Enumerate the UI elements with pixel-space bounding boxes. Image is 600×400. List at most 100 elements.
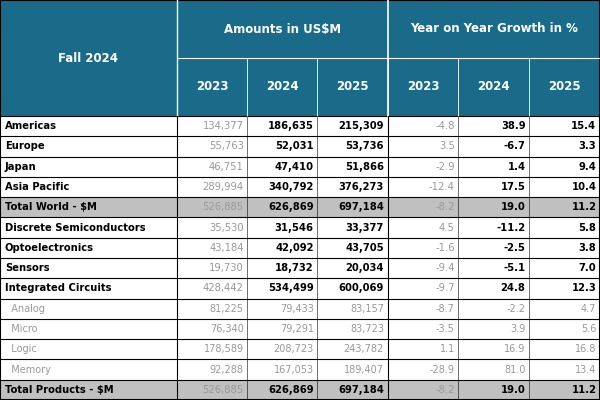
Text: 20,034: 20,034 — [346, 263, 384, 273]
Text: 10.4: 10.4 — [571, 182, 596, 192]
Text: Americas: Americas — [5, 121, 57, 131]
Text: Europe: Europe — [5, 142, 44, 152]
Text: Japan: Japan — [5, 162, 37, 172]
Text: 3.5: 3.5 — [439, 142, 455, 152]
Text: 19.0: 19.0 — [501, 202, 526, 212]
Text: Discrete Semiconductors: Discrete Semiconductors — [5, 222, 145, 232]
Bar — [0, 258, 600, 278]
Text: 4.7: 4.7 — [581, 304, 596, 314]
Text: 1.4: 1.4 — [508, 162, 526, 172]
Text: 51,866: 51,866 — [345, 162, 384, 172]
Text: 215,309: 215,309 — [338, 121, 384, 131]
Text: 18,732: 18,732 — [275, 263, 314, 273]
Text: 3.3: 3.3 — [579, 142, 596, 152]
Text: Memory: Memory — [5, 364, 50, 374]
Text: 9.4: 9.4 — [578, 162, 596, 172]
Text: 81.0: 81.0 — [504, 364, 526, 374]
Text: Sensors: Sensors — [5, 263, 49, 273]
Text: -4.8: -4.8 — [436, 121, 455, 131]
Text: Total Products - $M: Total Products - $M — [5, 385, 113, 395]
Bar — [0, 319, 600, 339]
Text: 2025: 2025 — [336, 80, 369, 94]
Text: 526,885: 526,885 — [202, 202, 244, 212]
Text: -5.1: -5.1 — [503, 263, 526, 273]
Text: 1.1: 1.1 — [440, 344, 455, 354]
Text: -2.9: -2.9 — [435, 162, 455, 172]
Bar — [0, 380, 600, 400]
Text: 3.8: 3.8 — [578, 243, 596, 253]
Text: Analog: Analog — [5, 304, 44, 314]
Text: 189,407: 189,407 — [344, 364, 384, 374]
Text: 42,092: 42,092 — [275, 243, 314, 253]
Text: 3.9: 3.9 — [511, 324, 526, 334]
Bar — [0, 58, 600, 116]
Text: 534,499: 534,499 — [268, 284, 314, 294]
Bar — [0, 238, 600, 258]
Text: Integrated Circuits: Integrated Circuits — [5, 284, 112, 294]
Bar — [0, 116, 600, 136]
Text: 31,546: 31,546 — [275, 222, 314, 232]
Text: 35,530: 35,530 — [209, 222, 244, 232]
Text: 243,782: 243,782 — [344, 344, 384, 354]
Bar — [0, 177, 600, 197]
Text: Year on Year Growth in %: Year on Year Growth in % — [410, 22, 578, 36]
Bar — [0, 197, 600, 218]
Text: -6.7: -6.7 — [504, 142, 526, 152]
Text: 52,031: 52,031 — [275, 142, 314, 152]
Text: 5.6: 5.6 — [581, 324, 596, 334]
Text: Micro: Micro — [5, 324, 37, 334]
Text: 2024: 2024 — [266, 80, 299, 94]
Text: 340,792: 340,792 — [268, 182, 314, 192]
Text: -2.2: -2.2 — [506, 304, 526, 314]
Text: 55,763: 55,763 — [209, 142, 244, 152]
Text: 92,288: 92,288 — [209, 364, 244, 374]
Text: 428,442: 428,442 — [203, 284, 244, 294]
Text: -9.4: -9.4 — [436, 263, 455, 273]
Text: -8.2: -8.2 — [436, 202, 455, 212]
Text: 13.4: 13.4 — [575, 364, 596, 374]
Text: Logic: Logic — [5, 344, 37, 354]
Text: -11.2: -11.2 — [496, 222, 526, 232]
Text: 17.5: 17.5 — [501, 182, 526, 192]
Text: 2023: 2023 — [407, 80, 439, 94]
Bar — [0, 156, 600, 177]
Text: 83,157: 83,157 — [350, 304, 384, 314]
Text: 11.2: 11.2 — [571, 202, 596, 212]
Text: -8.2: -8.2 — [436, 385, 455, 395]
Text: Total World - $M: Total World - $M — [5, 202, 97, 212]
Bar — [0, 0, 600, 58]
Text: -28.9: -28.9 — [430, 364, 455, 374]
Text: 33,377: 33,377 — [346, 222, 384, 232]
Text: 76,340: 76,340 — [210, 324, 244, 334]
Text: Fall 2024: Fall 2024 — [59, 52, 119, 64]
Text: -12.4: -12.4 — [429, 182, 455, 192]
Text: 178,589: 178,589 — [203, 344, 244, 354]
Text: 79,433: 79,433 — [280, 304, 314, 314]
Text: 208,723: 208,723 — [274, 344, 314, 354]
Text: -8.7: -8.7 — [436, 304, 455, 314]
Text: 697,184: 697,184 — [338, 202, 384, 212]
Text: 2024: 2024 — [478, 80, 510, 94]
Text: 16.8: 16.8 — [575, 344, 596, 354]
Text: 53,736: 53,736 — [346, 142, 384, 152]
Text: -2.5: -2.5 — [504, 243, 526, 253]
Bar — [0, 136, 600, 156]
Text: 24.8: 24.8 — [501, 284, 526, 294]
Text: 697,184: 697,184 — [338, 385, 384, 395]
Text: 7.0: 7.0 — [579, 263, 596, 273]
Text: 15.4: 15.4 — [571, 121, 596, 131]
Text: 376,273: 376,273 — [339, 182, 384, 192]
Text: 19,730: 19,730 — [209, 263, 244, 273]
Text: -9.7: -9.7 — [435, 284, 455, 294]
Text: Optoelectronics: Optoelectronics — [5, 243, 94, 253]
Text: Asia Pacific: Asia Pacific — [5, 182, 69, 192]
Text: 47,410: 47,410 — [275, 162, 314, 172]
Text: 526,885: 526,885 — [202, 385, 244, 395]
Text: 167,053: 167,053 — [274, 364, 314, 374]
Text: 83,723: 83,723 — [350, 324, 384, 334]
Text: 626,869: 626,869 — [268, 385, 314, 395]
Text: 46,751: 46,751 — [209, 162, 244, 172]
Text: 19.0: 19.0 — [501, 385, 526, 395]
Text: 4.5: 4.5 — [439, 222, 455, 232]
Text: 43,705: 43,705 — [346, 243, 384, 253]
